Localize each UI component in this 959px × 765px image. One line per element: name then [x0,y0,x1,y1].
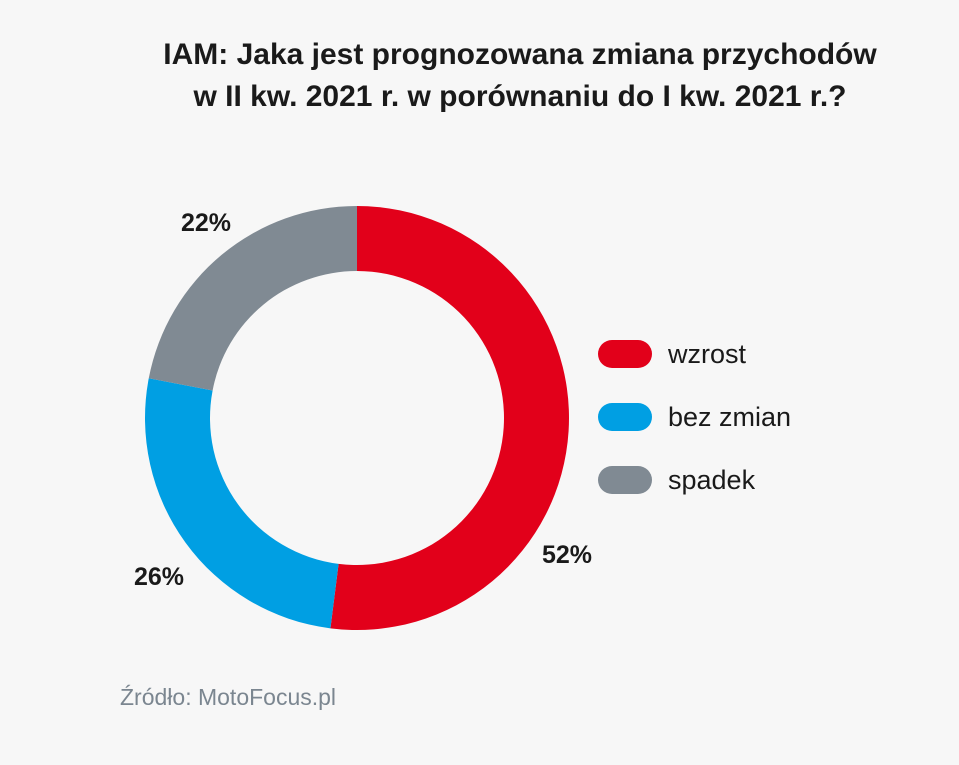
slice-label-bez-zmian: 26% [134,563,184,591]
legend-swatch-wzrost [598,340,652,368]
legend-item-bez-zmian: bez zmian [598,397,791,437]
legend-label-spadek: spadek [668,464,756,495]
legend-swatch-spadek [598,466,652,494]
donut-slice-bez-zmian [145,378,339,629]
slice-label-spadek: 22% [181,209,231,237]
legend: wzrost bez zmian spadek [598,334,791,523]
donut-slice-spadek [148,206,357,391]
legend-item-wzrost: wzrost [598,334,791,374]
legend-label-wzrost: wzrost [668,338,747,369]
legend-swatch-bez-zmian [598,403,652,431]
donut-slice-wzrost [330,206,569,630]
chart-title: IAM: Jaka jest prognozowana zmiana przyc… [0,34,959,118]
legend-label-bez-zmian: bez zmian [668,401,792,432]
source-note: Źródło: MotoFocus.pl [120,684,337,710]
legend-item-spadek: spadek [598,460,791,500]
slice-label-wzrost: 52% [542,541,592,569]
chart-title-line-2: w II kw. 2021 r. w porównaniu do I kw. 2… [193,80,847,113]
chart-title-line-1: IAM: Jaka jest prognozowana zmiana przyc… [163,38,877,71]
donut-slices [145,206,569,630]
